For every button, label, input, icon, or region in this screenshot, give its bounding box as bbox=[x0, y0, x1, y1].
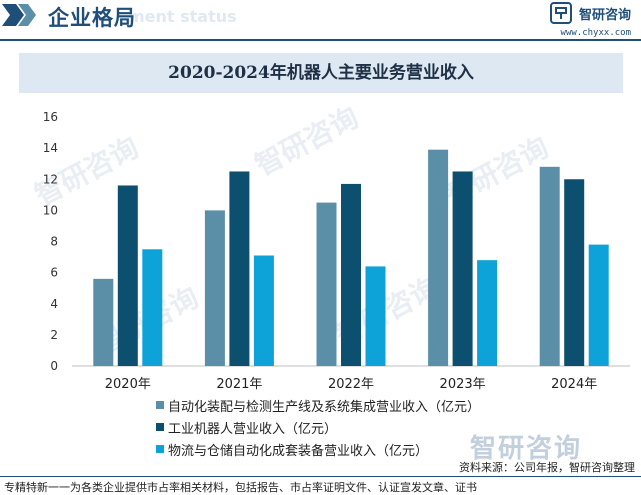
chart-title-band bbox=[19, 53, 623, 93]
header-subtitle: ment status bbox=[128, 7, 237, 26]
y-tick-label: 0 bbox=[50, 359, 58, 373]
bar bbox=[204, 210, 225, 366]
legend-item: 自动化装配与检测生产线及系统集成营业收入（亿元） bbox=[156, 394, 480, 416]
footer-text: 专精特新一一为各类企业提供市占率相关材料，包括报告、市占率证明文件、认证宣发文章… bbox=[4, 481, 477, 494]
footer-divider bbox=[0, 476, 641, 477]
bar bbox=[93, 278, 114, 366]
source-note: 资料来源：公司年报，智研咨询整理 bbox=[459, 461, 635, 474]
bar bbox=[142, 249, 163, 366]
y-tick-label: 12 bbox=[43, 172, 58, 186]
bar bbox=[564, 179, 585, 366]
bar bbox=[365, 266, 386, 366]
legend-label: 自动化装配与检测生产线及系统集成营业收入（亿元） bbox=[168, 399, 481, 415]
bar bbox=[316, 202, 337, 366]
brand: 智研咨询 bbox=[549, 2, 631, 24]
legend-swatch bbox=[156, 445, 164, 453]
bar bbox=[341, 183, 361, 366]
bar bbox=[477, 260, 498, 366]
bar bbox=[117, 185, 138, 366]
legend-label: 工业机器人营业收入（亿元） bbox=[168, 421, 338, 437]
legend-swatch bbox=[156, 423, 164, 431]
y-tick-label: 6 bbox=[50, 266, 58, 280]
section-marker-icon bbox=[2, 4, 36, 26]
legend-item: 工业机器人营业收入（亿元） bbox=[156, 416, 480, 438]
bar bbox=[253, 255, 274, 366]
x-tick-label: 2024年 bbox=[551, 377, 597, 392]
chart-title: 2020-2024年机器人主要业务营业收入 bbox=[168, 63, 474, 83]
y-tick-label: 14 bbox=[43, 141, 58, 155]
brand-name: 智研咨询 bbox=[578, 7, 631, 23]
header-title: 企业格局 bbox=[48, 6, 136, 30]
bar bbox=[229, 171, 250, 366]
y-tick-label: 8 bbox=[50, 235, 58, 249]
brand-logo-icon bbox=[549, 2, 572, 24]
bar bbox=[428, 149, 449, 366]
header: ment status 企业格局 智研咨询 www.chyxx.com bbox=[0, 0, 641, 38]
x-tick-label: 2023年 bbox=[440, 377, 486, 392]
watermark-logo-text: 智研咨询 bbox=[470, 434, 583, 464]
x-tick-label: 2021年 bbox=[216, 377, 262, 392]
header-divider bbox=[0, 39, 641, 41]
watermark-logo: 智研咨询 bbox=[470, 428, 582, 465]
legend-label: 物流与仓储自动化成套装备营业收入（亿元） bbox=[168, 443, 429, 459]
y-tick-label: 4 bbox=[50, 297, 58, 311]
legend-swatch bbox=[156, 401, 164, 409]
y-tick-label: 2 bbox=[50, 328, 58, 342]
y-tick-label: 10 bbox=[43, 203, 58, 217]
legend-item: 物流与仓储自动化成套装备营业收入（亿元） bbox=[156, 438, 480, 460]
chart-legend: 自动化装配与检测生产线及系统集成营业收入（亿元） 工业机器人营业收入（亿元） 物流与… bbox=[156, 394, 480, 460]
brand-url: www.chyxx.com bbox=[560, 28, 631, 38]
bar bbox=[452, 171, 473, 366]
x-tick-label: 2022年 bbox=[328, 377, 374, 392]
y-tick-label: 16 bbox=[43, 110, 58, 124]
bar bbox=[588, 244, 609, 366]
x-tick-label: 2020年 bbox=[105, 377, 151, 392]
bar bbox=[539, 166, 560, 366]
